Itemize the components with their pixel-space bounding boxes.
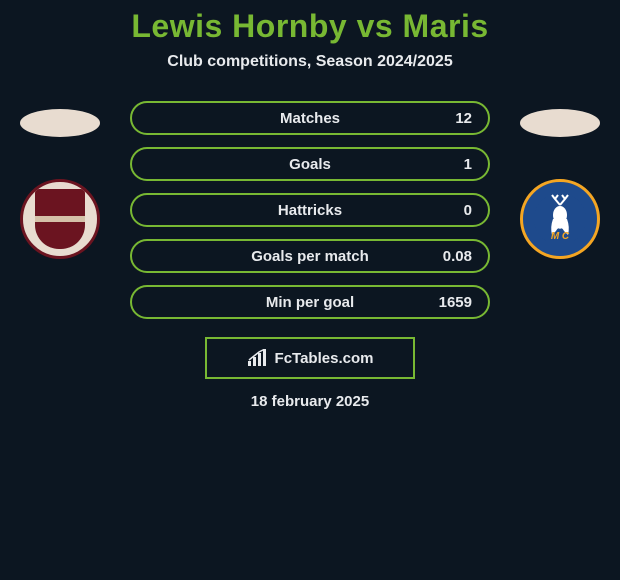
right-column: M C <box>500 101 620 259</box>
stat-label: Hattricks <box>132 202 488 219</box>
svg-text:M C: M C <box>551 231 570 242</box>
subtitle: Club competitions, Season 2024/2025 <box>0 53 620 71</box>
page-title: Lewis Hornby vs Maris <box>0 8 620 45</box>
crest-right-stag-icon: M C <box>532 191 588 247</box>
stat-value-right: 0.08 <box>443 248 472 265</box>
stat-value-right: 12 <box>455 110 472 127</box>
left-column <box>0 101 120 259</box>
brand-box[interactable]: FcTables.com <box>205 337 415 379</box>
date-line: 18 february 2025 <box>0 393 620 410</box>
stat-row-goals: Goals 1 <box>130 147 490 181</box>
stat-value-right: 1659 <box>439 294 472 311</box>
stat-label: Matches <box>132 110 488 127</box>
crest-left-shield-icon <box>35 189 85 249</box>
stat-label: Goals per match <box>132 248 488 265</box>
chart-icon <box>247 349 269 367</box>
brand-text: FcTables.com <box>275 350 374 367</box>
stat-row-min-per-goal: Min per goal 1659 <box>130 285 490 319</box>
stat-row-hattricks: Hattricks 0 <box>130 193 490 227</box>
club-crest-right: M C <box>520 179 600 259</box>
main-row: Matches 12 Goals 1 Hattricks 0 Goals per… <box>0 101 620 319</box>
stat-row-matches: Matches 12 <box>130 101 490 135</box>
stat-value-right: 0 <box>464 202 472 219</box>
stat-label: Goals <box>132 156 488 173</box>
player-left-silhouette <box>20 109 100 137</box>
stat-label: Min per goal <box>132 294 488 311</box>
stat-row-goals-per-match: Goals per match 0.08 <box>130 239 490 273</box>
comparison-card: Lewis Hornby vs Maris Club competitions,… <box>0 0 620 410</box>
player-right-silhouette <box>520 109 600 137</box>
stat-value-right: 1 <box>464 156 472 173</box>
club-crest-left <box>20 179 100 259</box>
stats-list: Matches 12 Goals 1 Hattricks 0 Goals per… <box>120 101 500 319</box>
